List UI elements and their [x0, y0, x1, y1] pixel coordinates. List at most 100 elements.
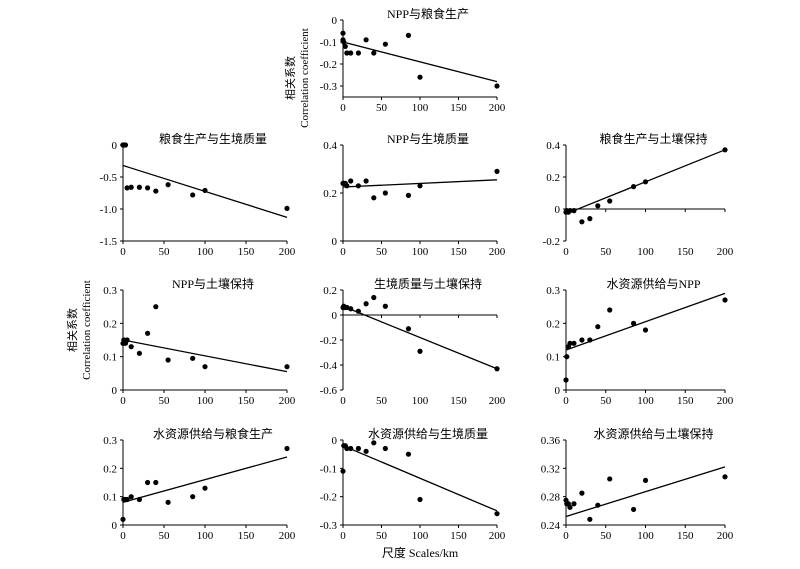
x-tick-label: 100 [197, 246, 214, 258]
data-point [595, 324, 601, 330]
data-point [153, 479, 159, 486]
y-tick-label: 0.4 [546, 140, 560, 152]
data-point [284, 445, 290, 452]
data-point [340, 30, 346, 36]
y-tick-label: 0 [555, 385, 561, 397]
data-point [145, 330, 151, 336]
y-tick-label: 0.1 [546, 352, 560, 364]
data-point [382, 445, 388, 452]
x-tick-label: 50 [600, 246, 612, 258]
data-point [567, 208, 573, 214]
y-tick-label: 0.2 [103, 318, 117, 330]
y-tick-label: -0.2 [320, 335, 337, 347]
data-point [136, 184, 142, 190]
y-tick-label: 0.3 [103, 435, 117, 447]
data-point [202, 364, 208, 370]
data-point [417, 74, 423, 80]
y-tick-label: 0.2 [546, 318, 560, 330]
trend-line [565, 292, 726, 351]
figure-ylabel-top: 相关系数 Correlation coefficient [283, 28, 311, 128]
chart-panel: NPP与生境质量 0 50 100 150 200 0 0.2 0.4 [323, 131, 506, 258]
x-tick-label: 150 [238, 395, 255, 407]
data-point [355, 183, 361, 189]
data-point [136, 496, 142, 503]
x-tick-label: 150 [677, 530, 694, 542]
x-tick-label: 50 [600, 395, 612, 407]
y-tick-label: -0.5 [100, 172, 118, 184]
chart-panel: NPP与粮食生产 0 50 100 150 200 0 -0.1 -0.2 -0.3 [320, 6, 506, 114]
data-point [165, 182, 171, 188]
data-point [348, 306, 354, 312]
data-point [642, 327, 649, 333]
chart-title: 粮食生产与生境质量 [159, 131, 267, 146]
data-point [563, 377, 569, 383]
data-point [405, 32, 412, 39]
x-tick-label: 200 [279, 530, 296, 542]
data-point [348, 178, 354, 184]
trend-line [122, 339, 288, 373]
x-tick-label: 200 [489, 395, 506, 407]
data-point [363, 178, 369, 184]
data-point [571, 208, 577, 214]
y-tick-label: 0 [112, 520, 118, 532]
x-tick-label: 200 [717, 530, 734, 542]
data-point [494, 168, 500, 174]
data-point [595, 203, 601, 209]
data-point [405, 451, 412, 457]
data-point [567, 504, 573, 510]
ylabel-cn: 相关系数 [65, 308, 79, 352]
y-tick-label: 0 [112, 140, 118, 152]
data-point [607, 307, 613, 313]
data-point [124, 337, 130, 343]
data-point [564, 354, 570, 360]
data-point [579, 490, 585, 496]
x-tick-label: 200 [489, 102, 506, 114]
x-tick-label: 100 [412, 530, 429, 542]
data-point [341, 39, 347, 45]
data-point [153, 188, 159, 194]
data-point [340, 468, 346, 474]
data-point [355, 308, 361, 314]
data-point [363, 37, 369, 43]
data-point [630, 184, 637, 190]
x-tick-label: 0 [120, 246, 126, 258]
data-point [355, 445, 361, 452]
data-point [417, 183, 423, 189]
x-tick-label: 200 [717, 246, 734, 258]
x-tick-label: 150 [450, 395, 467, 407]
y-tick-label: 0.2 [323, 188, 337, 200]
data-point [165, 499, 171, 505]
trend-line [122, 456, 288, 503]
x-tick-label: 0 [340, 530, 346, 542]
trend-line [342, 305, 498, 370]
data-point [363, 301, 369, 307]
y-tick-label: -1.5 [100, 236, 118, 248]
data-point [190, 355, 196, 361]
y-tick-label: -0.1 [320, 463, 337, 475]
x-tick-label: 0 [563, 246, 569, 258]
x-tick-label: 100 [412, 395, 429, 407]
data-point [494, 83, 500, 89]
x-tick-label: 50 [376, 395, 388, 407]
data-point [190, 494, 196, 500]
y-tick-label: 0 [332, 310, 338, 322]
data-point [571, 501, 577, 507]
data-point [382, 303, 388, 309]
data-point [348, 445, 354, 452]
data-point [371, 440, 377, 446]
y-tick-label: 0.1 [103, 492, 117, 504]
x-tick-label: 200 [717, 395, 734, 407]
data-point [120, 516, 126, 522]
y-tick-label: -0.3 [320, 520, 338, 532]
chart-title: 水资源供给与生境质量 [368, 426, 488, 441]
data-point [124, 496, 130, 503]
x-tick-label: 50 [376, 530, 388, 542]
x-tick-label: 200 [489, 246, 506, 258]
x-tick-label: 100 [637, 395, 654, 407]
data-point [405, 326, 412, 332]
y-tick-label: 0 [555, 204, 561, 216]
data-point [342, 43, 348, 50]
data-point [567, 340, 573, 346]
